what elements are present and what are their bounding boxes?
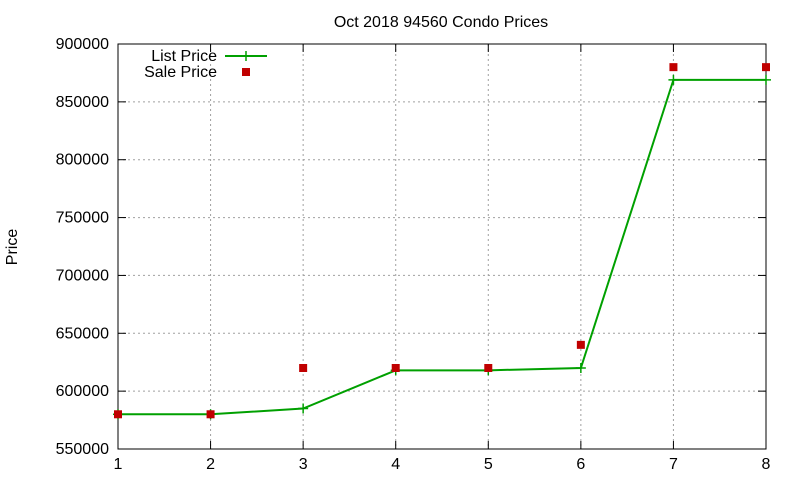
list-price-point xyxy=(668,74,679,85)
list-price-point xyxy=(575,363,586,373)
x-tick-label: 3 xyxy=(299,456,308,473)
list-price-point xyxy=(298,403,309,414)
sale-price-point xyxy=(576,340,585,349)
y-tick-label: 650000 xyxy=(56,325,109,342)
y-tick-label: 900000 xyxy=(56,36,109,53)
sale-price-point xyxy=(391,364,400,372)
y-tick-label: 550000 xyxy=(56,441,109,458)
data-series xyxy=(113,63,771,420)
x-tick-label: 6 xyxy=(576,456,585,473)
sale-price-point xyxy=(669,63,678,72)
y-tick-label: 600000 xyxy=(56,383,109,400)
series-list-price xyxy=(113,74,771,420)
y-tick-label: 800000 xyxy=(56,152,109,169)
legend-label: List Price xyxy=(151,48,217,65)
sale-price-point xyxy=(114,410,122,419)
x-tick-label: 5 xyxy=(484,456,493,473)
sale-price-point xyxy=(762,63,770,72)
axis-ticks: 550000 600000 650000 700000 750000 800000 8500… xyxy=(56,36,771,473)
y-tick-label: 700000 xyxy=(56,267,109,284)
y-tick-label: 750000 xyxy=(56,210,109,227)
sale-price-point xyxy=(484,364,493,372)
y-axis-label: Price xyxy=(4,229,21,266)
y-tick-label: 850000 xyxy=(56,94,109,111)
x-tick-label: 2 xyxy=(206,456,215,473)
sale-price-point xyxy=(206,410,215,419)
plot-frame xyxy=(117,43,767,450)
legend-square-swatch xyxy=(242,68,250,76)
x-tick-label: 7 xyxy=(669,456,678,473)
legend-label: Sale Price xyxy=(144,64,217,81)
chart-title: Oct 2018 94560 Condo Prices xyxy=(334,14,548,31)
legend-cross-swatch xyxy=(241,51,251,61)
series-line xyxy=(118,78,766,416)
x-tick-label: 1 xyxy=(114,456,123,473)
x-tick-label: 4 xyxy=(391,456,400,473)
grid-lines xyxy=(118,44,766,449)
series-sale-price xyxy=(114,63,770,419)
x-tick-label: 8 xyxy=(762,456,771,473)
sale-price-point xyxy=(299,364,308,372)
list-price-point xyxy=(761,74,771,85)
